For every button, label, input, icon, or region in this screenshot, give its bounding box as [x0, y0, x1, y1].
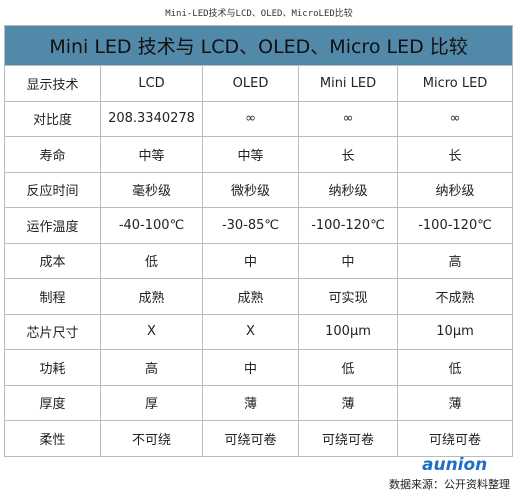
- table-cell: 208.3340278: [100, 100, 203, 137]
- table-cell: 芯片尺寸: [4, 313, 101, 350]
- table-cell: 薄: [202, 384, 299, 421]
- table-cell: 长: [396, 136, 514, 173]
- table-cell: 10μm: [396, 313, 514, 350]
- table-cell: 成熟: [100, 278, 203, 315]
- table-row: 芯片尺寸 X X 100μm 10μm: [4, 313, 514, 350]
- table-cell: X: [100, 313, 203, 350]
- table-cell: 微秒级: [202, 171, 299, 208]
- table-row: 对比度 208.3340278 ∞ ∞ ∞: [4, 100, 514, 137]
- table-cell: 厚: [100, 384, 203, 421]
- table-cell: -30-85℃: [202, 207, 299, 244]
- logo: aunion: [422, 455, 488, 475]
- table-head: Mini LED 技术与 LCD、OLED、Micro LED 比较: [3, 25, 514, 66]
- table-cell: 反应时间: [4, 171, 101, 208]
- table-cell: ∞: [396, 100, 514, 137]
- table-cell: 100μm: [298, 313, 398, 350]
- table-cell: 纳秒级: [298, 171, 398, 208]
- table-cell: 可绕可卷: [396, 420, 514, 457]
- table-cell: 功耗: [4, 349, 101, 386]
- table-cell: 柔性: [4, 420, 101, 457]
- table-row: 运作温度 -40-100℃ -30-85℃ -100-120℃ -100-120℃: [4, 207, 514, 244]
- table-body: 显示技术 LCD OLED Mini LED Micro LED 对比度 208.33402…: [4, 65, 514, 457]
- table-cell: OLED: [202, 65, 299, 102]
- table-cell: 成熟: [202, 278, 299, 315]
- table-cell: ∞: [298, 100, 398, 137]
- table-cell: 不成熟: [396, 278, 514, 315]
- table-cell: 显示技术: [4, 65, 101, 102]
- table-row: 制程 成熟 成熟 可实现 不成熟: [4, 278, 514, 315]
- table-cell: ∞: [202, 100, 299, 137]
- table-cell: 不可绕: [100, 420, 203, 457]
- table-cell: 薄: [396, 384, 514, 421]
- title-row: Mini LED 技术与 LCD、OLED、Micro LED 比较: [3, 25, 514, 66]
- table-cell: 毫秒级: [100, 171, 203, 208]
- table-cell: -100-120℃: [396, 207, 514, 244]
- table-row: 功耗高中低低: [4, 349, 514, 386]
- table-cell: LCD: [100, 65, 203, 102]
- table-cell: -100-120℃: [298, 207, 398, 244]
- table-cell: 可实现: [298, 278, 398, 315]
- table-row: 寿命 中等 中等长长: [4, 136, 514, 173]
- table-cell: 中: [298, 242, 398, 279]
- source-note: 数据来源：公开资料整理: [389, 478, 510, 491]
- table-cell: 纳秒级: [396, 171, 514, 208]
- table-cell: 薄: [298, 384, 398, 421]
- table-cell: Micro LED: [396, 65, 514, 102]
- table-row: 反应时间 毫秒级 微秒级 纳秒级 纳秒级: [4, 171, 514, 208]
- table-cell: 制程: [4, 278, 101, 315]
- comparison-table: Mini LED 技术与 LCD、OLED、Micro LED 比较 显示技术 L…: [3, 25, 514, 457]
- caption: Mini-LED技术与LCD、OLED、MicroLED比较: [165, 9, 353, 19]
- table-row: 柔性 不可绕 可绕可卷 可绕可卷 可绕可卷: [4, 420, 514, 457]
- table-cell: 低: [100, 242, 203, 279]
- table-title: Mini LED 技术与 LCD、OLED、Micro LED 比较: [3, 25, 514, 66]
- table-cell: 高: [396, 242, 514, 279]
- table-cell: 高: [100, 349, 203, 386]
- table-cell: 成本: [4, 242, 101, 279]
- table-cell: 低: [298, 349, 398, 386]
- table-row: 成本低中中高: [4, 242, 514, 279]
- table-cell: 长: [298, 136, 398, 173]
- table-cell: -40-100℃: [100, 207, 203, 244]
- table-cell: 寿命: [4, 136, 101, 173]
- table-cell: 运作温度: [4, 207, 101, 244]
- table-cell: 中: [202, 242, 299, 279]
- table-cell: X: [202, 313, 299, 350]
- table-cell: 可绕可卷: [298, 420, 398, 457]
- table-cell: 低: [396, 349, 514, 386]
- table-cell: 中等: [100, 136, 203, 173]
- table-cell: 中等: [202, 136, 299, 173]
- table-cell: Mini LED: [298, 65, 398, 102]
- header-row: 显示技术 LCD OLED Mini LED Micro LED: [4, 65, 514, 102]
- table-cell: 中: [202, 349, 299, 386]
- table-row: 厚度厚薄薄薄: [4, 384, 514, 421]
- table-cell: 厚度: [4, 384, 101, 421]
- table-cell: 对比度: [4, 100, 101, 137]
- table-cell: 可绕可卷: [202, 420, 299, 457]
